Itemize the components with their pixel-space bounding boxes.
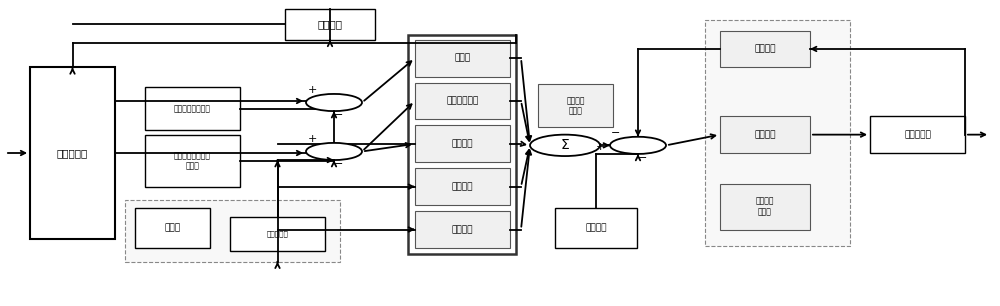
Bar: [415, 83, 510, 119]
Bar: [720, 184, 810, 230]
Text: 微型燃气轮机功率
指令值: 微型燃气轮机功率 指令值: [174, 151, 211, 170]
Bar: [538, 84, 613, 127]
Circle shape: [530, 135, 600, 156]
Text: 实际有功
总输出: 实际有功 总输出: [566, 96, 585, 115]
Text: 飞轮储能: 飞轮储能: [452, 139, 473, 148]
Bar: [285, 9, 375, 40]
Bar: [555, 208, 637, 248]
Text: 频率偏差值: 频率偏差值: [904, 130, 931, 139]
Text: 机组数据: 机组数据: [317, 20, 342, 29]
Text: 负荷扰动: 负荷扰动: [585, 223, 607, 233]
Text: 次调节: 次调节: [164, 223, 181, 233]
Bar: [145, 87, 240, 130]
Text: 惯性环节: 惯性环节: [754, 130, 776, 139]
Bar: [135, 208, 210, 248]
Bar: [408, 35, 516, 254]
Bar: [230, 217, 325, 251]
Text: +: +: [307, 85, 317, 95]
Text: −: −: [611, 128, 621, 138]
Text: +: +: [307, 134, 317, 144]
Text: 惯性环节: 惯性环节: [754, 44, 776, 54]
Text: 次调频系数: 次调频系数: [267, 231, 288, 237]
Bar: [145, 135, 240, 187]
Bar: [415, 40, 510, 76]
Text: 微型燃气轮机: 微型燃气轮机: [446, 96, 479, 106]
Text: 微电网频
率响应: 微电网频 率响应: [756, 197, 774, 216]
Circle shape: [306, 143, 362, 160]
Text: 小水电功率指令值: 小水电功率指令值: [174, 104, 211, 113]
Circle shape: [306, 94, 362, 111]
Bar: [30, 67, 115, 239]
Bar: [720, 116, 810, 153]
Text: −: −: [638, 153, 648, 162]
Text: +: +: [595, 142, 605, 152]
Bar: [125, 200, 340, 262]
Bar: [415, 125, 510, 162]
Bar: [415, 168, 510, 205]
Text: 发电控制器: 发电控制器: [57, 148, 88, 158]
Bar: [720, 31, 810, 67]
Text: −: −: [334, 159, 344, 169]
Bar: [870, 116, 965, 153]
Bar: [415, 211, 510, 248]
Text: 风力发电: 风力发电: [452, 225, 473, 234]
Bar: [705, 20, 850, 246]
Text: 小水电: 小水电: [454, 54, 471, 63]
Text: −: −: [334, 110, 344, 120]
Text: Σ: Σ: [561, 138, 569, 152]
Circle shape: [610, 137, 666, 154]
Text: 光伏发电: 光伏发电: [452, 182, 473, 191]
